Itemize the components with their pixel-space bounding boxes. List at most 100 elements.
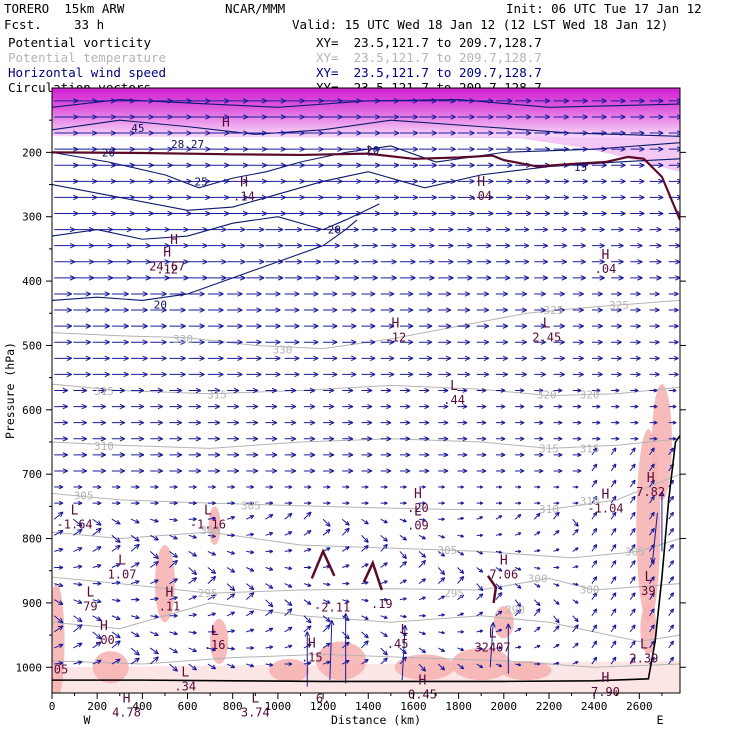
- circulation-vector: [629, 624, 636, 633]
- circulation-vector: [284, 626, 293, 633]
- circulation-vector: [265, 627, 274, 633]
- circulation-vector: [284, 512, 293, 520]
- circulation-vector: [303, 419, 316, 426]
- circulation-vector: [303, 583, 312, 587]
- circulation-vector: [54, 419, 69, 426]
- circulation-vector: [399, 162, 419, 168]
- circulation-vector: [111, 484, 121, 490]
- circulation-vector: [476, 388, 487, 393]
- circulation-vector: [572, 615, 579, 623]
- circulation-vector: [553, 242, 568, 249]
- x-tick-label: 1800: [445, 700, 472, 713]
- circulation-vector: [265, 291, 281, 297]
- circulation-vector: [92, 527, 102, 536]
- circulation-vector: [649, 371, 660, 377]
- theta-label: 320: [580, 388, 600, 401]
- circulation-vector: [495, 515, 503, 520]
- circulation-vector: [131, 355, 148, 362]
- circulation-vector: [591, 355, 603, 361]
- circulation-vector: [150, 579, 159, 585]
- circulation-vector: [495, 592, 503, 600]
- circulation-vector: [169, 578, 178, 585]
- hl-marker-value: 24.67: [149, 260, 185, 274]
- circulation-vector: [611, 339, 622, 345]
- circulation-vector: [92, 242, 114, 249]
- circulation-vector: [438, 534, 446, 539]
- circulation-vector: [265, 609, 274, 617]
- theta-contour: [52, 383, 680, 397]
- circulation-vector: [418, 551, 427, 558]
- hl-marker-value: 3.74: [241, 706, 270, 720]
- circulation-vector: [591, 242, 605, 249]
- hl-marker-value: .45: [387, 637, 409, 651]
- y-tick-label: 300: [22, 211, 42, 224]
- circulation-vector: [92, 355, 110, 362]
- circulation-vector: [188, 259, 208, 265]
- circulation-vector: [92, 419, 107, 426]
- circulation-vector: [322, 528, 331, 536]
- circulation-vector: [150, 275, 170, 281]
- circulation-vector: [246, 452, 259, 458]
- circulation-vector: [92, 563, 102, 569]
- circulation-vector: [533, 626, 541, 633]
- circulation-vector: [342, 436, 354, 442]
- circulation-vector: [649, 339, 660, 345]
- x-tick-label: 0: [49, 700, 56, 713]
- circulation-vector: [227, 533, 235, 538]
- circulation-vector: [284, 531, 293, 536]
- circulation-vector: [188, 323, 205, 329]
- circulation-vector: [649, 226, 662, 233]
- circulation-vector: [131, 452, 145, 458]
- circulation-vector: [649, 511, 655, 520]
- circulation-vector: [495, 291, 509, 297]
- circulation-vector: [188, 630, 197, 635]
- circulation-vector: [54, 468, 69, 474]
- circulation-vector: [284, 323, 300, 329]
- circulation-vector: [361, 581, 369, 585]
- circulation-vector: [380, 534, 388, 542]
- hl-marker-value: -1.04: [587, 502, 623, 516]
- circulation-vector: [226, 567, 236, 573]
- circulation-vector: [111, 419, 126, 426]
- circulation-vector: [227, 436, 240, 442]
- hl-marker-value: .44: [443, 393, 465, 407]
- circulation-vector: [303, 162, 324, 168]
- pv-contour: [310, 548, 336, 579]
- circulation-vector: [591, 275, 605, 281]
- circulation-vector: [188, 307, 205, 313]
- circulation-vector: [591, 146, 607, 152]
- circulation-vector: [226, 611, 236, 617]
- circulation-vector: [437, 551, 446, 557]
- circulation-vector: [169, 162, 192, 168]
- hl-marker-value: 32407: [474, 641, 510, 655]
- circulation-vector: [361, 640, 369, 649]
- theta-label: 290: [505, 603, 525, 616]
- circulation-vector: [188, 162, 211, 168]
- circulation-vector: [495, 567, 503, 572]
- circulation-vector: [399, 561, 407, 568]
- circulation-vector: [438, 130, 456, 136]
- circulation-vector: [342, 581, 350, 586]
- circulation-vector: [284, 339, 300, 345]
- x-tick-label: 1000: [265, 700, 292, 713]
- circulation-vector: [438, 291, 452, 297]
- circulation-vector: [303, 194, 324, 201]
- circulation-vector: [476, 226, 492, 233]
- circulation-vector: [303, 339, 319, 345]
- circulation-vector: [419, 130, 437, 136]
- circulation-vector: [150, 419, 164, 426]
- circulation-vector: [169, 355, 186, 362]
- circulation-vector: [572, 501, 579, 505]
- circulation-vector: [476, 275, 492, 281]
- circulation-vector: [92, 546, 102, 552]
- circulation-vector: [495, 501, 503, 505]
- circulation-vector: [630, 98, 645, 104]
- circulation-vector: [54, 387, 69, 394]
- x-tick-label: 1600: [400, 700, 427, 713]
- circulation-vector: [418, 534, 426, 540]
- circulation-vector: [629, 656, 636, 665]
- circulation-vector: [668, 592, 674, 600]
- circulation-vector: [495, 583, 503, 591]
- circulation-vector: [668, 388, 677, 393]
- circulation-vector: [361, 114, 381, 120]
